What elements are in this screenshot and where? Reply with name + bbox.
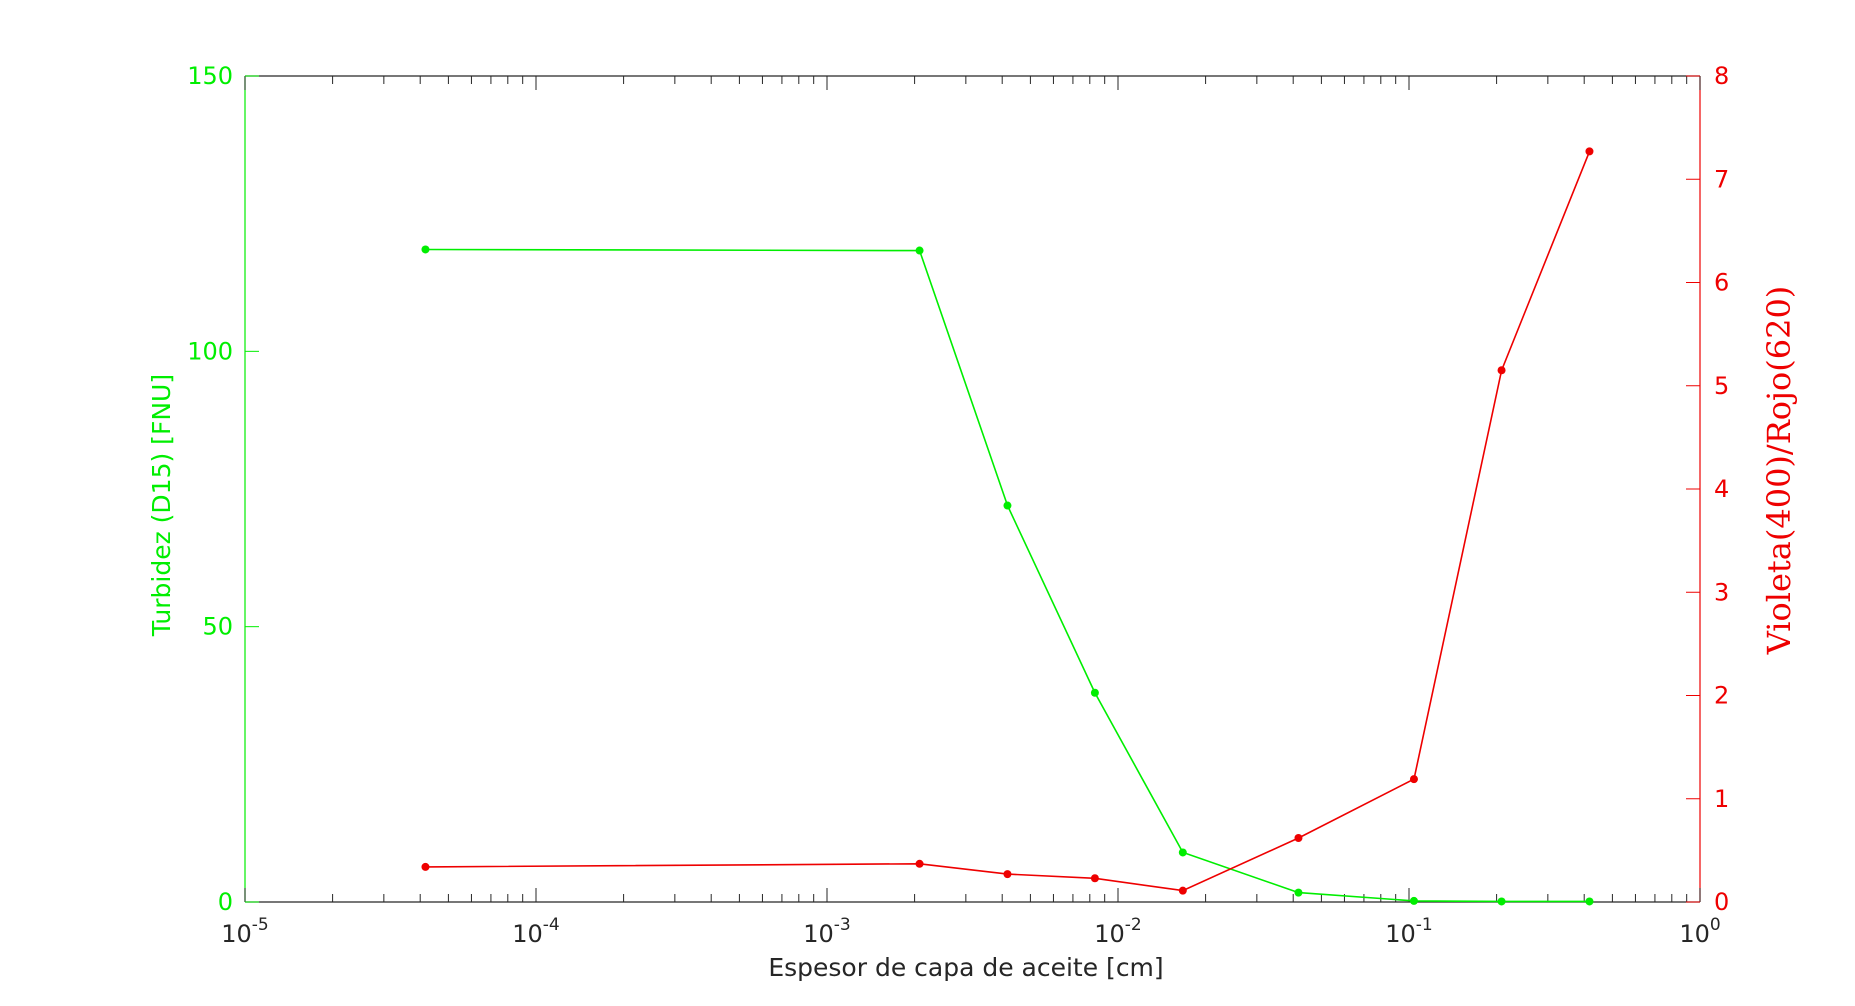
y-right-tick-label: 6	[1714, 269, 1729, 297]
y-axis-right: 0 1 2 3 4 5 6 7 8	[1686, 62, 1729, 916]
y-right-tick-label: 5	[1714, 372, 1729, 400]
x-axis: 10-5 10-4 10-3 10-2 10-1 100	[221, 76, 1721, 948]
data-point-violeta-rojo	[1178, 886, 1187, 895]
data-point-turbidez	[1497, 897, 1506, 906]
data-point-turbidez	[1294, 888, 1303, 897]
data-point-violeta-rojo	[1585, 147, 1594, 156]
y-axis-left-label: Turbidez (D15) [FNU]	[147, 374, 176, 637]
y-axis-right-label: Violeta(400)/Rojo(620)	[1760, 286, 1798, 656]
y-right-tick-label: 2	[1714, 682, 1729, 710]
y-right-tick-label: 3	[1714, 578, 1729, 606]
data-point-turbidez	[1178, 848, 1187, 857]
x-tick-label: 10-4	[512, 915, 560, 948]
data-point-turbidez	[1003, 501, 1012, 510]
y-right-tick-label: 4	[1714, 475, 1729, 503]
data-point-violeta-rojo	[915, 859, 924, 868]
data-point-violeta-rojo	[1003, 870, 1012, 879]
data-point-violeta-rojo	[1090, 874, 1099, 883]
data-point-turbidez	[421, 245, 430, 254]
data-point-violeta-rojo	[1497, 366, 1506, 375]
x-tick-label: 10-3	[803, 915, 851, 948]
x-tick-label: 100	[1679, 915, 1720, 948]
y-right-tick-label: 7	[1714, 165, 1729, 193]
y-right-tick-label: 0	[1714, 888, 1729, 916]
data-point-turbidez	[915, 246, 924, 255]
x-tick-label: 10-1	[1385, 915, 1433, 948]
x-tick-label: 10-5	[221, 915, 269, 948]
axes-box	[244, 75, 1701, 903]
data-point-turbidez	[1585, 897, 1594, 906]
series-layer	[421, 147, 1594, 906]
y-left-tick-label: 100	[187, 337, 233, 365]
data-point-violeta-rojo	[1409, 775, 1418, 784]
y-right-tick-label: 8	[1714, 62, 1729, 90]
y-left-tick-label: 50	[202, 613, 233, 641]
x-tick-label: 10-2	[1094, 915, 1142, 948]
data-point-turbidez	[1090, 688, 1099, 697]
series-line-turbidez	[425, 248, 1590, 903]
y-left-tick-label: 150	[187, 62, 233, 90]
y-right-tick-label: 1	[1714, 785, 1729, 813]
y-axis-left: 0 50 100 150	[187, 62, 259, 916]
data-point-turbidez	[1409, 896, 1418, 905]
data-point-violeta-rojo	[1294, 833, 1303, 842]
y-left-tick-label: 0	[218, 888, 233, 916]
x-axis-label: Espesor de capa de aceite [cm]	[768, 953, 1163, 982]
data-point-violeta-rojo	[421, 862, 430, 871]
